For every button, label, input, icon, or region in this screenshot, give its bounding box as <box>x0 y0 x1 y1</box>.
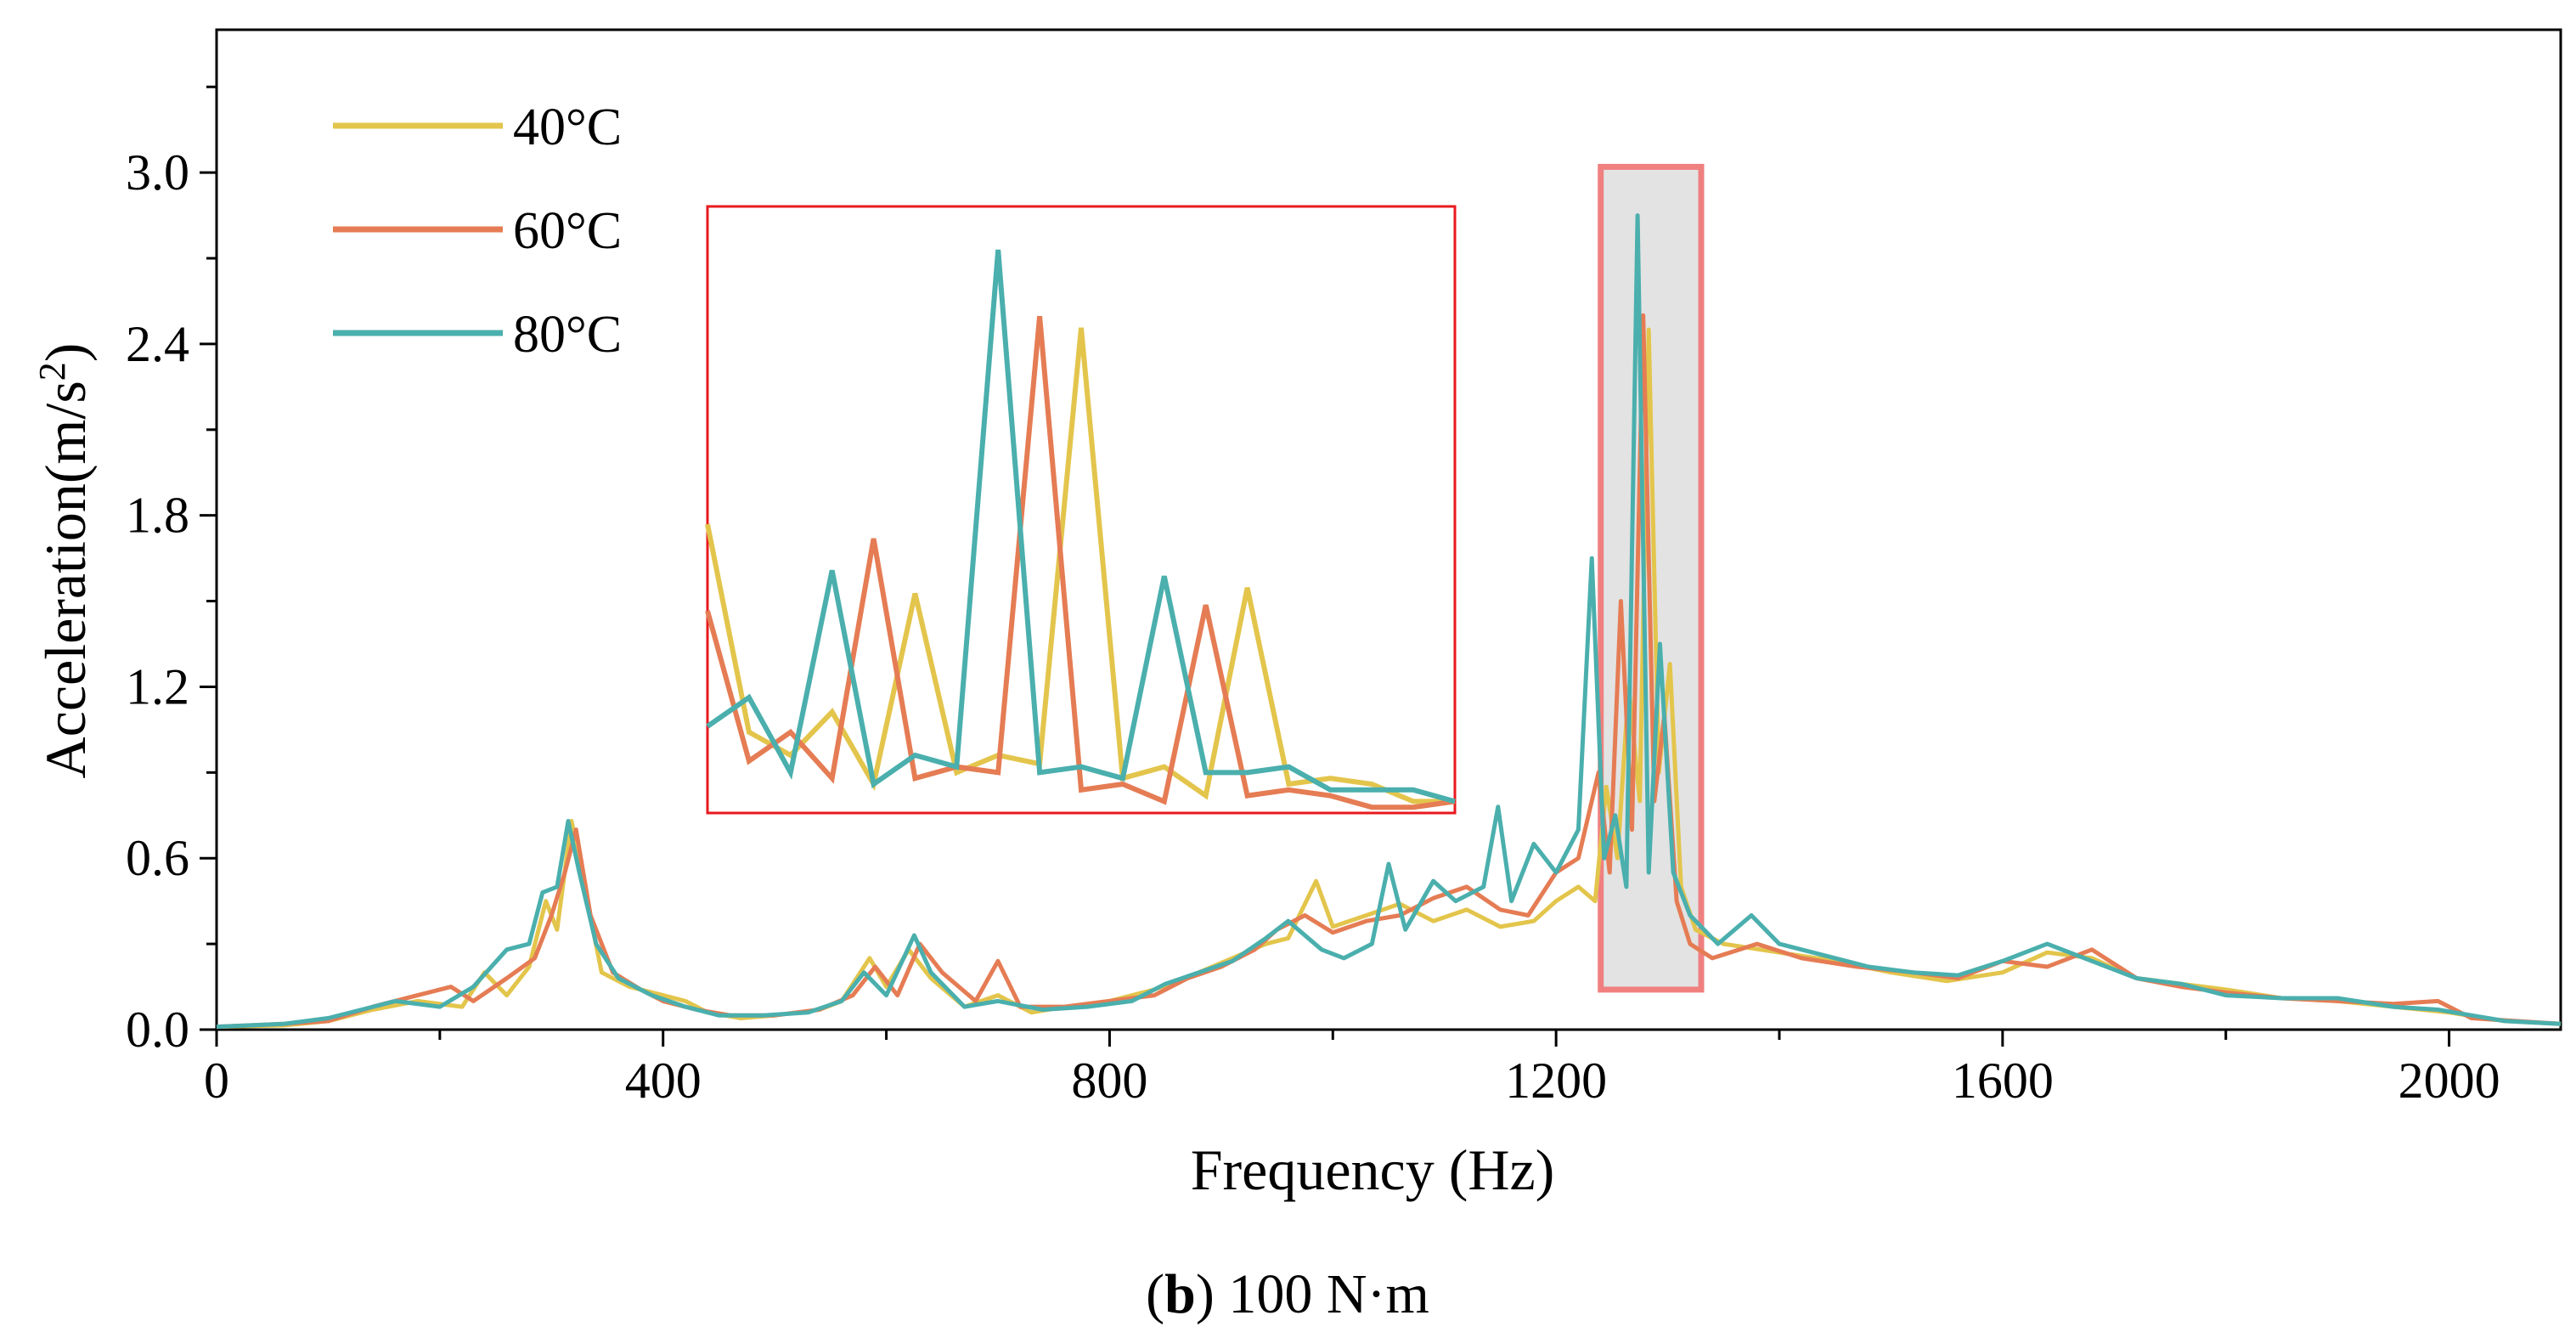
axes: 0 400 800 1200 1600 2000 0.0 0.6 1.2 1.8 2.4 3.0 <box>126 28 2562 1109</box>
x-tick-label-5: 2000 <box>2398 1053 2500 1109</box>
figure-caption: (b) 100 N·m <box>1146 1263 1429 1325</box>
y-axis-title: Acceleration(m/s2) <box>31 343 99 779</box>
caption-open: ( <box>1146 1263 1164 1325</box>
plot-frame <box>215 28 2562 1031</box>
inset-line-1 <box>705 327 1455 804</box>
legend: 40°C 60°C 80°C <box>333 99 622 364</box>
series-lines <box>216 213 2562 1030</box>
y-tick-label-4: 2.4 <box>126 316 189 372</box>
caption-close: ) <box>1196 1263 1215 1325</box>
y-tick-label-1: 0.6 <box>126 830 189 886</box>
legend-label-2: 60°C <box>513 202 622 260</box>
x-tick-label-3: 1200 <box>1505 1053 1607 1109</box>
caption-bold: b <box>1164 1263 1196 1325</box>
y-tick-label-0: 0.0 <box>126 1002 189 1058</box>
y-axis-title-sup: 2 <box>31 362 73 381</box>
x-tick-label-2: 800 <box>1071 1053 1147 1109</box>
x-axis-title: Frequency (Hz) <box>1191 1138 1555 1202</box>
x-tick-label-1: 400 <box>625 1053 702 1109</box>
inset-line-3 <box>706 249 1456 804</box>
x-tick-label-4: 1600 <box>1952 1053 2054 1109</box>
y-axis-title-close: ) <box>33 343 98 363</box>
series-line-3 <box>216 213 2562 1030</box>
zoom-inset <box>705 205 1457 815</box>
x-tick-label-0: 0 <box>204 1053 229 1109</box>
y-tick-label-2: 1.2 <box>126 658 189 714</box>
inset-line-2 <box>705 315 1456 810</box>
legend-label-3: 80°C <box>513 306 622 364</box>
caption-text: 100 N·m <box>1215 1263 1429 1325</box>
y-tick-label-5: 3.0 <box>126 144 189 200</box>
legend-label-1: 40°C <box>513 99 622 156</box>
y-tick-label-3: 1.8 <box>126 488 189 544</box>
axis-labels: Frequency (Hz) Acceleration(m/s2) (b) 10… <box>31 343 1555 1325</box>
y-axis-title-main: Acceleration(m/s <box>33 381 98 778</box>
